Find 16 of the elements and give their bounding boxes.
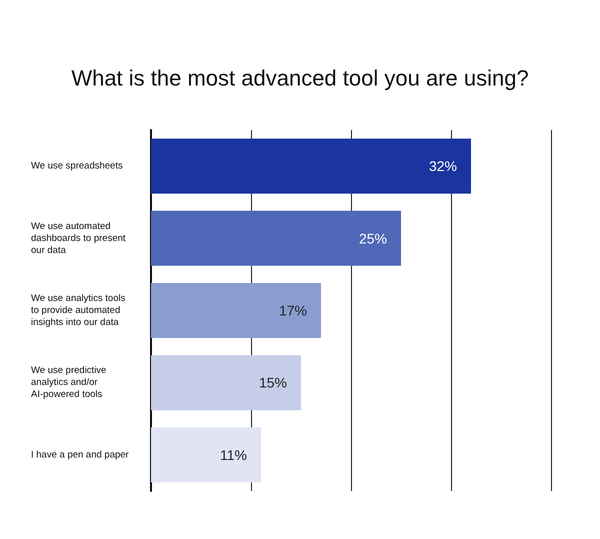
y-tick-label: I have a pen and paper (31, 449, 129, 460)
data-label: 32% (428, 158, 457, 174)
data-label: 15% (258, 374, 287, 391)
bar (151, 210, 401, 266)
y-tick-label: We use automated dashboards to present our data (31, 220, 128, 256)
y-tick-label: We use predictive analytics and/or AI-powered tools (31, 365, 109, 400)
data-label: 11% (220, 446, 247, 463)
bar (151, 355, 301, 410)
data-label: 17% (278, 302, 307, 318)
bar (151, 427, 261, 482)
bar (151, 283, 321, 338)
y-tick-label: We use analytics tools to provide automated insights into our data (31, 293, 128, 328)
bar (151, 138, 471, 194)
data-label: 25% (358, 230, 387, 246)
chart-title: What is the most advanced tool you are using? (71, 66, 529, 90)
y-tick-label: We use spreadsheets (31, 160, 123, 172)
